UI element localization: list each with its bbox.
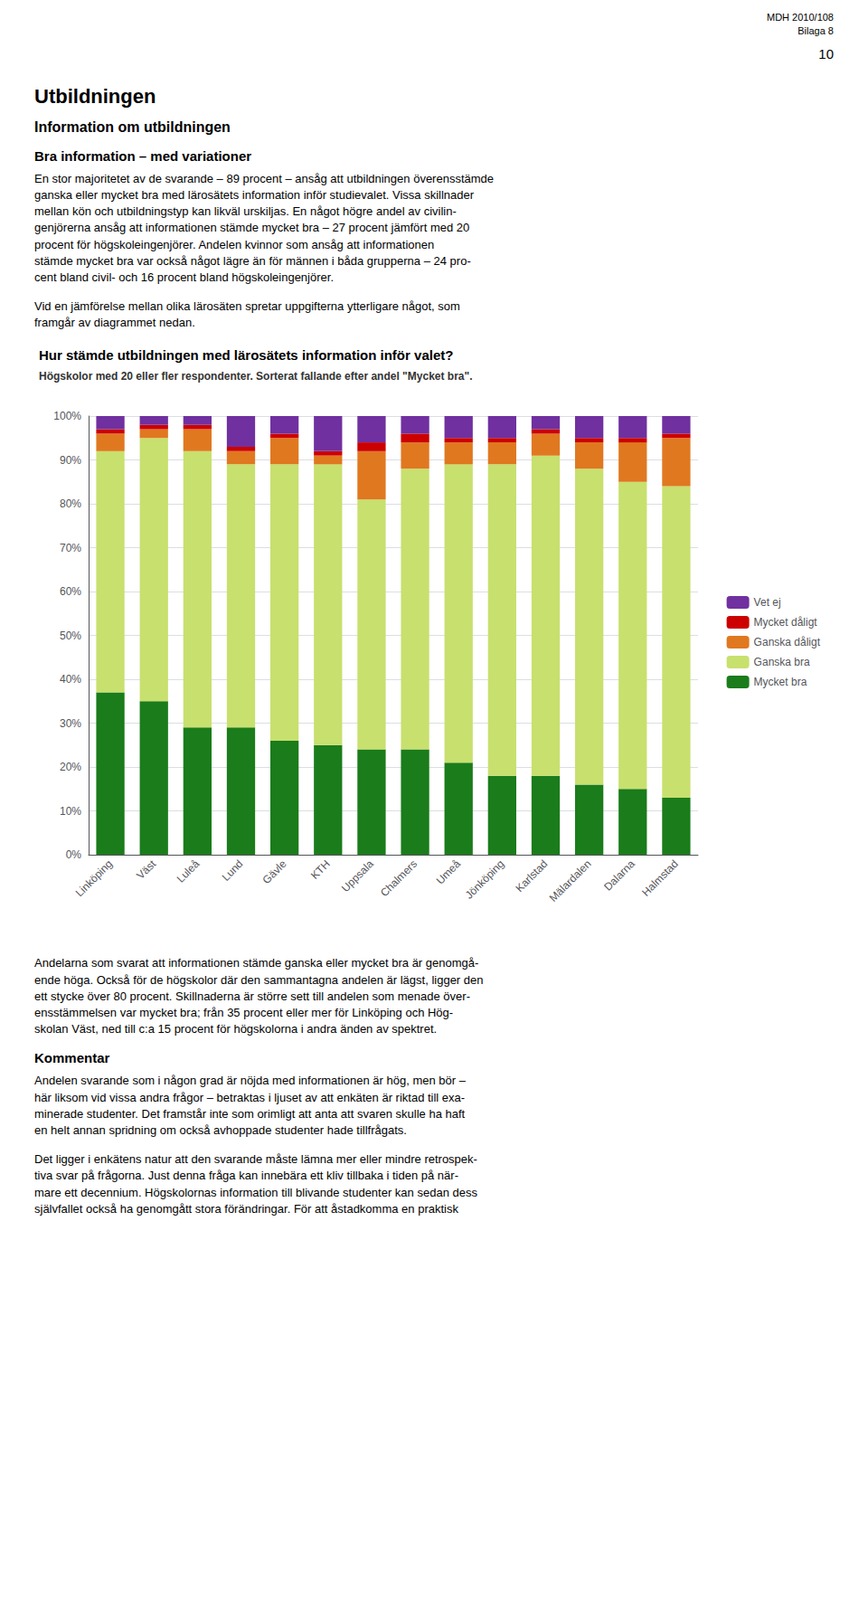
svg-text:Jönköping: Jönköping — [462, 858, 508, 903]
svg-text:70%: 70% — [59, 541, 82, 555]
svg-text:Gävle: Gävle — [260, 857, 290, 887]
svg-text:Ganska dåligt: Ganska dåligt — [754, 635, 821, 649]
html-text:Utbildningen: Utbildningen — [34, 84, 156, 108]
html-text:Information om utbildningen: Information om utbildningen — [34, 119, 231, 135]
svg-text:Högskolor med 20 eller fler re: Högskolor med 20 eller fler respondenter… — [38, 369, 473, 383]
html-text:Det ligger i enkätens natur at: Det ligger i enkätens natur att den svar… — [34, 1152, 478, 1215]
svg-text:0%: 0% — [66, 848, 83, 861]
html-text:Kommentar: Kommentar — [34, 1050, 110, 1066]
svg-text:Mycket bra: Mycket bra — [754, 675, 808, 689]
svg-text:50%: 50% — [59, 629, 82, 642]
svg-text:Ganska bra: Ganska bra — [754, 655, 811, 669]
svg-text:Väst: Väst — [133, 857, 159, 882]
svg-text:80%: 80% — [59, 497, 82, 510]
html-text:En stor majoritetet av de svar: En stor majoritetet av de svarande – 89 … — [34, 171, 494, 284]
svg-text:Uppsala: Uppsala — [339, 857, 377, 895]
svg-text:KTH: KTH — [308, 858, 333, 883]
svg-text:Halmstad: Halmstad — [639, 858, 681, 900]
svg-text:10%: 10% — [59, 804, 82, 818]
svg-text:Luleå: Luleå — [174, 857, 203, 886]
svg-text:Mälardalen: Mälardalen — [547, 858, 595, 906]
svg-text:Hur stämde utbildningen med lä: Hur stämde utbildningen med lärosätets i… — [38, 347, 453, 363]
svg-text:Mycket dåligt: Mycket dåligt — [754, 615, 819, 629]
svg-text:60%: 60% — [59, 584, 82, 598]
html-text:MDH 2010/108: MDH 2010/108 — [766, 11, 834, 23]
html-text:Bra information – med variatio: Bra information – med variationer — [34, 148, 252, 164]
svg-text:100%: 100% — [53, 409, 82, 423]
svg-text:Vet ej: Vet ej — [754, 595, 782, 609]
svg-text:Umeå: Umeå — [434, 857, 464, 887]
html-text:10: 10 — [818, 45, 834, 62]
svg-text:30%: 30% — [59, 717, 82, 730]
svg-text:Lund: Lund — [219, 858, 246, 885]
svg-text:Chalmers: Chalmers — [377, 858, 420, 900]
svg-text:Karlstad: Karlstad — [512, 858, 550, 896]
svg-text:90%: 90% — [59, 453, 82, 467]
svg-text:Linköping: Linköping — [73, 858, 115, 900]
html-text:Andelarna som svarat att infor: Andelarna som svarat att informationen s… — [34, 956, 484, 1036]
html-text:Andelen svarande som i någon g: Andelen svarande som i någon grad är nöj… — [34, 1073, 466, 1137]
svg-text:20%: 20% — [59, 760, 82, 774]
svg-text:40%: 40% — [59, 672, 82, 686]
html-text:Bilaga 8: Bilaga 8 — [797, 25, 834, 37]
svg-text:Dalarna: Dalarna — [601, 857, 638, 894]
html-text:Vid en jämförelse mellan olika: Vid en jämförelse mellan olika lärosäten… — [34, 299, 461, 330]
